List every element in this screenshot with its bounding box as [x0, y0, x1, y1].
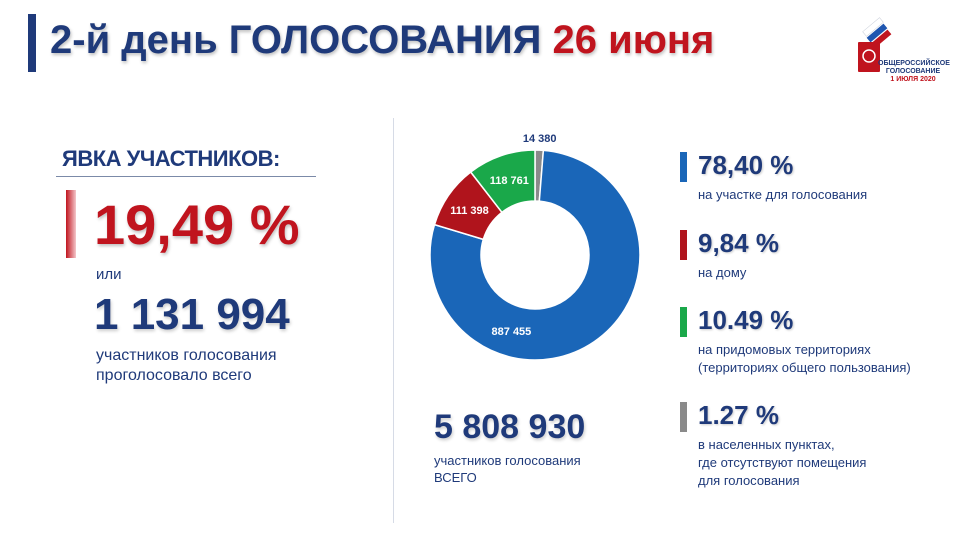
legend-desc: на дому	[698, 264, 958, 282]
donut-chart: 14 380 887 455 111 398 118 761	[429, 133, 641, 361]
vertical-divider	[393, 118, 394, 523]
legend-desc-line: на участке для голосования	[698, 187, 868, 202]
title-main: 2-й день ГОЛОСОВАНИЯ	[50, 18, 542, 62]
logo-line-3: 1 ИЮЛЯ 2020	[890, 76, 936, 83]
logo-caption: ОБЩЕРОССИЙСКОЕ ГОЛОСОВАНИЕ 1 ИЮЛЯ 2020	[878, 60, 950, 84]
title-date: 26 июня	[552, 18, 715, 62]
label-home: 111 398	[450, 205, 489, 217]
legend-color-bar	[680, 230, 687, 260]
total-caption-line-1: участников голосования	[434, 453, 581, 468]
legend-color-bar	[680, 307, 687, 337]
label-polling-station: 887 455	[492, 326, 532, 338]
slice-polling-station	[429, 149, 641, 361]
turnout-caption-line-1: участников голосования	[96, 347, 277, 364]
legend-desc: в населенных пунктах, где отсутствуют по…	[698, 436, 958, 490]
turnout-caption: участников голосования проголосовало все…	[96, 346, 376, 386]
turnout-count: 1 131 994	[94, 290, 290, 339]
total-caption: участников голосования ВСЕГО	[434, 452, 634, 486]
legend-value: 1.27 %	[698, 400, 779, 430]
legend-color-bar	[680, 402, 687, 432]
slice-yard	[469, 149, 536, 214]
legend-value: 78,40 %	[698, 150, 794, 180]
legend-desc-line: где отсутствуют помещения	[698, 455, 867, 470]
legend-desc-line: на придомовых территориях	[698, 342, 871, 357]
turnout-heading: ЯВКА УЧАСТНИКОВ:	[62, 146, 280, 171]
heading-underline	[56, 176, 316, 177]
label-yard: 118 761	[490, 175, 529, 187]
legend-desc-line: в населенных пунктах,	[698, 437, 835, 452]
legend-value: 9,84 %	[698, 228, 779, 258]
turnout-percent: 19,49 %	[94, 193, 300, 256]
or-label: или	[96, 266, 122, 283]
logo-line-2: ГОЛОСОВАНИЕ	[885, 68, 941, 75]
legend-desc-line: на дому	[698, 265, 747, 280]
vote-logo-icon	[858, 17, 892, 72]
total-caption-line-2: ВСЕГО	[434, 470, 477, 485]
legend-desc: на придомовых территориях (территориях о…	[698, 341, 958, 377]
turnout-caption-line-2: проголосовало всего	[96, 367, 252, 384]
label-settlements: 14 380	[523, 133, 557, 145]
legend-value: 10.49 %	[698, 305, 794, 335]
logo-line-1: ОБЩЕРОССИЙСКОЕ	[878, 60, 950, 67]
page-title: 2-й день ГОЛОСОВАНИЯ 26 июня	[50, 18, 714, 63]
legend-desc-line: (территориях общего пользования)	[698, 360, 911, 375]
legend-color-bar	[680, 152, 687, 182]
legend-desc: на участке для голосования	[698, 186, 958, 204]
legend-desc-line: для голосования	[698, 473, 800, 488]
total-value: 5 808 930	[434, 408, 586, 446]
title-accent-bar	[28, 14, 36, 72]
percent-accent-bar	[66, 190, 76, 258]
